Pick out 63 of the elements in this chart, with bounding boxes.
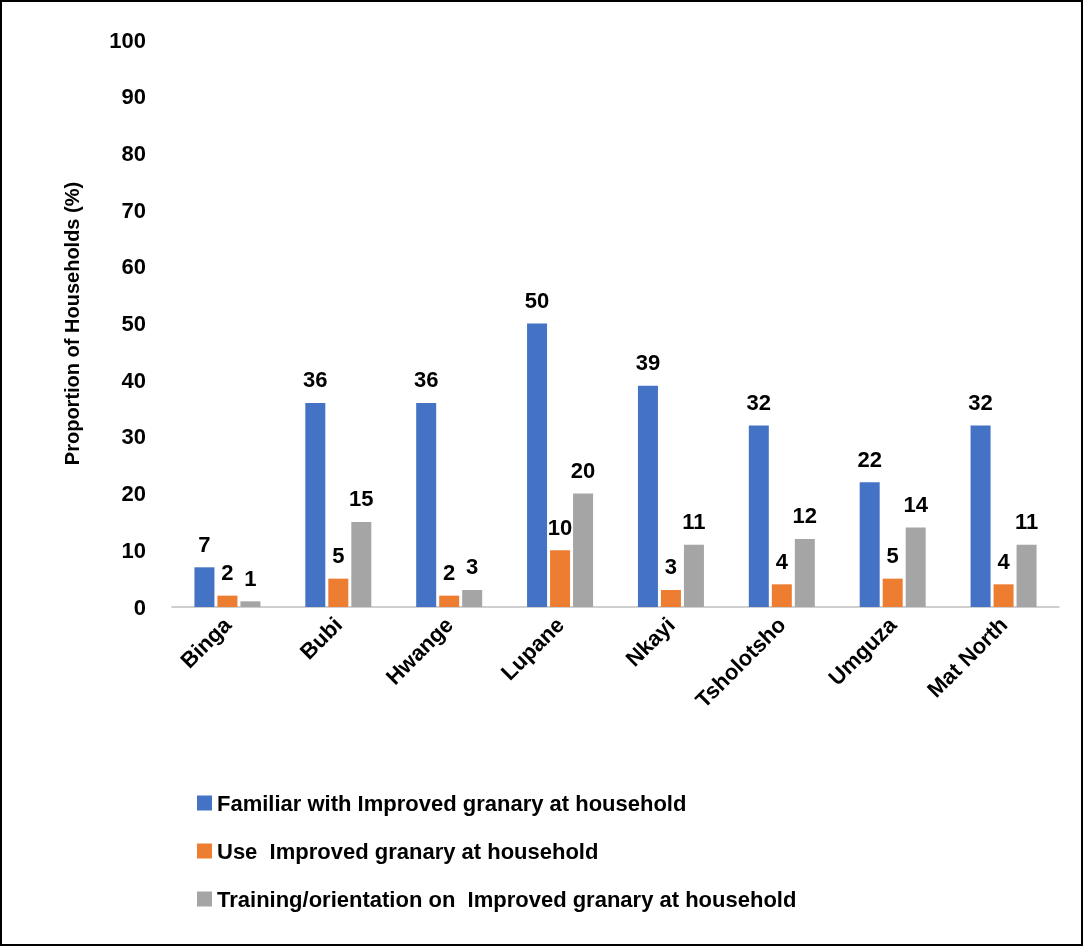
data-label: 2	[443, 560, 456, 586]
y-tick-label: 90	[121, 84, 146, 110]
bar	[217, 595, 238, 607]
data-label: 11	[1014, 509, 1039, 535]
data-label: 32	[968, 390, 993, 416]
legend-label: Familiar with Improved granary at household	[217, 790, 687, 816]
bar	[573, 493, 594, 607]
data-label: 4	[997, 548, 1011, 574]
legend-label: Training/orientation on Improved granary at household	[217, 886, 797, 912]
data-label: 15	[349, 486, 374, 512]
data-label: 36	[303, 367, 328, 393]
data-label: 5	[886, 543, 899, 569]
y-tick-label: 40	[121, 367, 146, 393]
data-label: 12	[792, 503, 818, 529]
data-label: 4	[775, 548, 789, 574]
y-tick-label: 60	[121, 254, 146, 280]
y-tick-label: 10	[121, 537, 146, 563]
bar	[527, 323, 548, 607]
bar	[240, 601, 261, 607]
data-label: 14	[903, 492, 929, 518]
bar	[194, 567, 215, 607]
data-label: 1	[244, 565, 257, 591]
data-label: 32	[746, 390, 772, 416]
data-label: 3	[664, 554, 678, 580]
legend-label: Use Improved granary at household	[217, 838, 599, 864]
y-tick-label: 20	[121, 481, 146, 507]
bar	[660, 589, 681, 607]
bar	[683, 544, 704, 607]
data-label: 11	[682, 509, 706, 535]
bar	[748, 425, 769, 607]
y-tick-label: 30	[121, 424, 146, 450]
data-label: 2	[221, 560, 234, 586]
bar	[351, 521, 372, 607]
data-label: 5	[332, 543, 345, 569]
y-axis-title: Proportion of Households (%)	[61, 181, 83, 466]
bar	[882, 578, 903, 607]
bar	[1016, 544, 1037, 607]
data-label: 3	[466, 554, 479, 580]
bar	[970, 425, 991, 607]
bar	[993, 584, 1014, 607]
bar	[328, 578, 349, 607]
bar	[416, 402, 437, 607]
bar	[794, 538, 815, 607]
bar	[550, 550, 571, 607]
y-tick-label: 70	[121, 197, 146, 223]
bar	[771, 584, 792, 607]
bar	[905, 527, 926, 607]
y-tick-label: 80	[121, 140, 146, 166]
y-tick-label: 50	[121, 311, 146, 336]
bar	[305, 402, 326, 607]
bar	[439, 595, 460, 607]
data-label: 36	[413, 367, 439, 393]
data-label: 10	[547, 514, 573, 540]
data-label: 7	[198, 531, 211, 557]
data-label: 22	[857, 446, 882, 472]
data-label: 50	[524, 288, 550, 313]
y-tick-label: 100	[109, 27, 146, 53]
bar	[462, 589, 483, 607]
data-label: 20	[570, 458, 596, 484]
bar	[637, 385, 658, 607]
data-label: 39	[635, 350, 661, 376]
y-tick-label: 0	[133, 594, 146, 620]
bar	[859, 482, 880, 607]
